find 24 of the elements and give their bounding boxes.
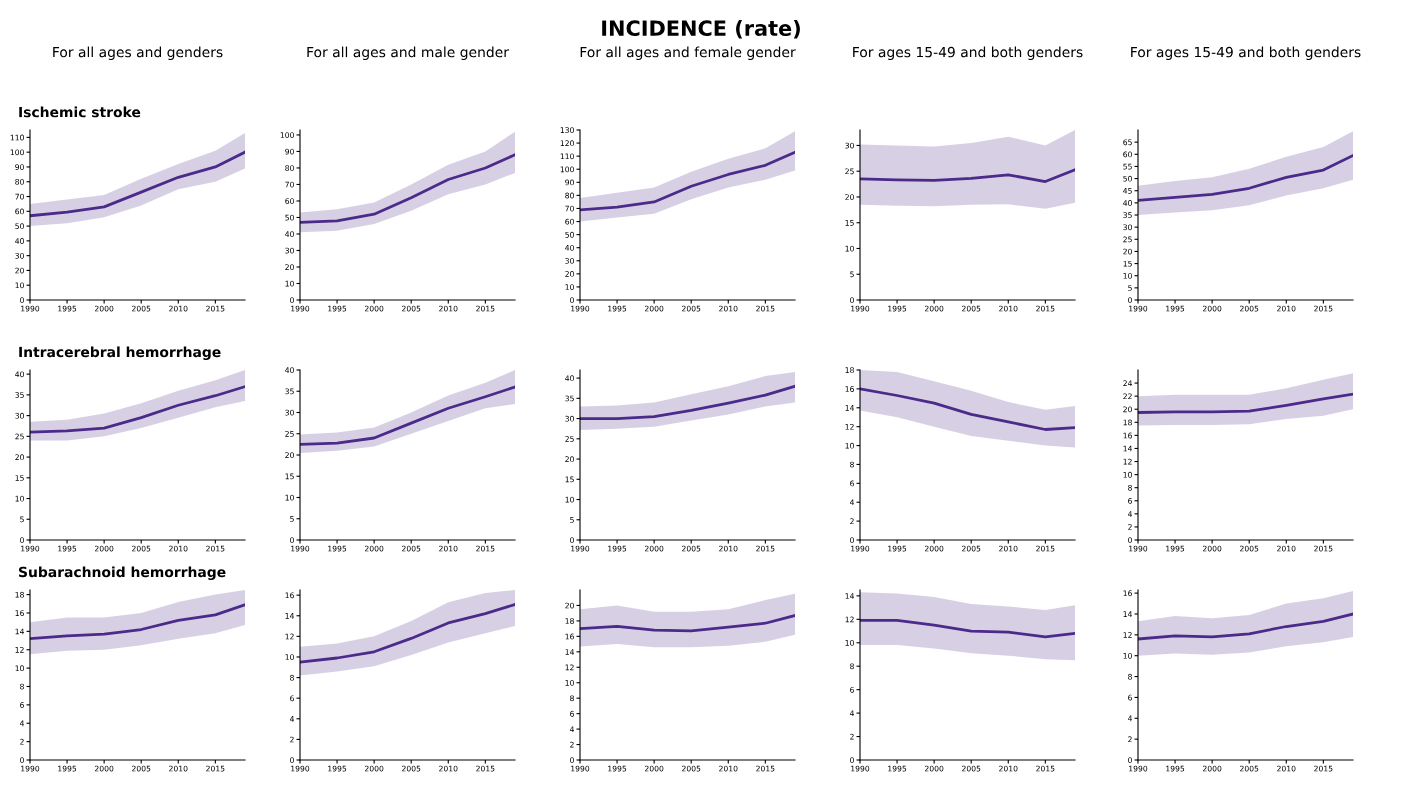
line-series [300,153,515,224]
line-series [580,150,795,212]
line-series [30,603,245,641]
line-series [580,384,795,420]
line-series [1138,612,1353,641]
chart-subtitle: Intracerebral hemorrhage [19,346,221,360]
chart-title: For ages 15-49 and both genders [1131,46,1361,60]
line-series [860,168,1075,183]
line-series [860,619,1075,639]
line-series [1138,154,1353,202]
chart-subtitle: Subarachnoid hemorrhage [19,566,226,580]
chart-title: For all ages and female gender [580,46,796,60]
chart-title: For all ages and genders [53,46,223,60]
line-series [580,614,795,633]
chart-title: For ages 15-49 and both genders [853,46,1083,60]
line-series [1138,392,1353,414]
line-series [300,385,515,446]
chart-subtitle: Ischemic stroke [19,106,141,118]
line-series [30,385,245,434]
text: INCIDENCE (rate) [602,19,800,39]
chart-title: For all ages and male gender [307,46,509,60]
line-series [860,387,1075,431]
line-series [30,150,245,218]
line-series [300,603,515,664]
